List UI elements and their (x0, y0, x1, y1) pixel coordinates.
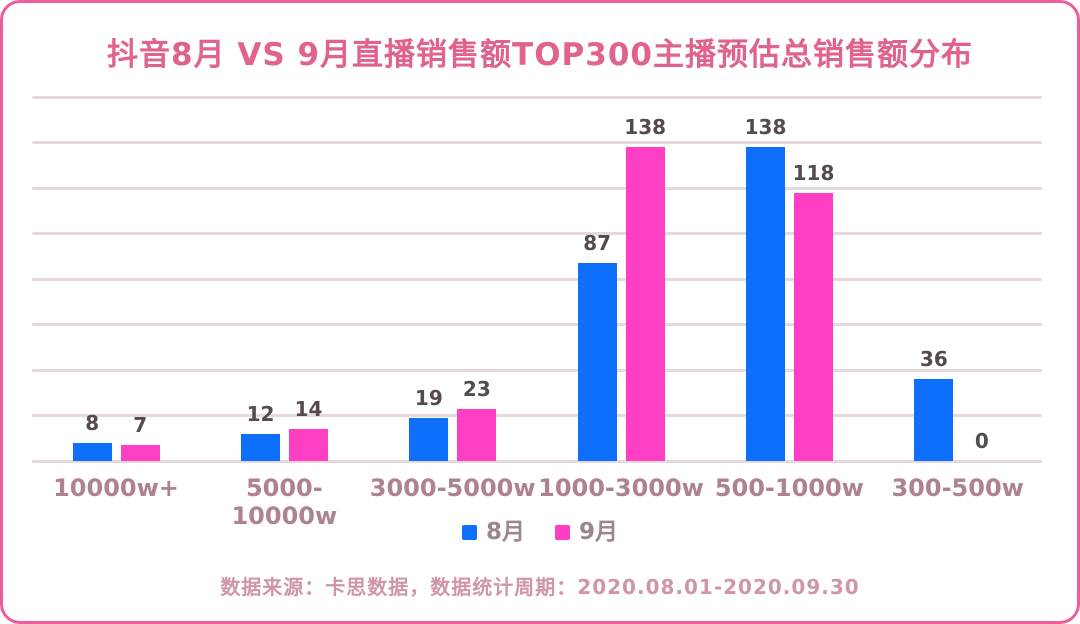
x-axis-label: 500-1000w (714, 474, 864, 502)
bar-value-label: 118 (792, 160, 835, 185)
gridline (32, 323, 1042, 326)
bar-value-label: 12 (246, 401, 275, 426)
gridline (32, 368, 1042, 372)
legend-item-august: 8月 (461, 519, 525, 545)
legend: 8月 9月 (3, 521, 1077, 544)
bar-value-label: 138 (624, 115, 667, 140)
bar-august (241, 433, 280, 461)
bar-august (409, 417, 449, 461)
gridline (32, 459, 1042, 463)
bar-august (746, 147, 785, 461)
legend-label: 8月 (485, 519, 525, 545)
gridline (32, 232, 1042, 235)
bar-value-label: 23 (462, 376, 491, 401)
bar-value-label: 87 (583, 231, 612, 256)
x-axis-label: 3000-5000w (369, 474, 536, 502)
x-axis-labels: 10000w+ 5000-10000w 3000-5000w 1000-3000w 50… (32, 474, 1042, 530)
x-axis-label: 10000w+ (53, 474, 179, 502)
legend-swatch-icon (461, 525, 477, 540)
x-axis-label: 5000-10000w (231, 474, 338, 530)
legend-swatch-icon (555, 525, 570, 540)
bar-value-label: 138 (744, 115, 787, 140)
bar-value-label: 36 (919, 347, 948, 372)
gridline (32, 141, 1042, 144)
bar-value-label: 0 (974, 429, 989, 453)
data-source-caption: 数据来源：卡思数据，数据统计周期：2020.08.01-2020.09.30 (220, 575, 860, 599)
x-axis-label: 300-500w (891, 474, 1024, 502)
bar-september (794, 192, 833, 461)
plot-area: 8 7 12 14 19 23 87 138 138 118 36 0 (32, 95, 1042, 463)
bar-august (914, 379, 954, 461)
bar-september (457, 408, 497, 461)
bar-value-label: 14 (294, 397, 323, 422)
legend-label: 9月 (579, 519, 619, 545)
gridline (32, 95, 1042, 99)
bar-value-label: 8 (85, 410, 100, 435)
gridline (32, 186, 1042, 190)
bar-september (120, 445, 160, 461)
bar-value-label: 19 (414, 385, 443, 410)
gridline (32, 414, 1042, 417)
bar-value-label: 7 (133, 413, 148, 438)
chart-title: 抖音8月 VS 9月直播销售额TOP300主播预估总销售额分布 (107, 37, 973, 73)
legend-item-september: 9月 (555, 521, 618, 544)
bar-august (72, 442, 112, 461)
bar-september (625, 147, 665, 461)
bar-august (577, 263, 617, 461)
gridline (32, 277, 1042, 281)
x-axis-label: 1000-3000w (538, 474, 704, 502)
bar-september (289, 429, 328, 461)
